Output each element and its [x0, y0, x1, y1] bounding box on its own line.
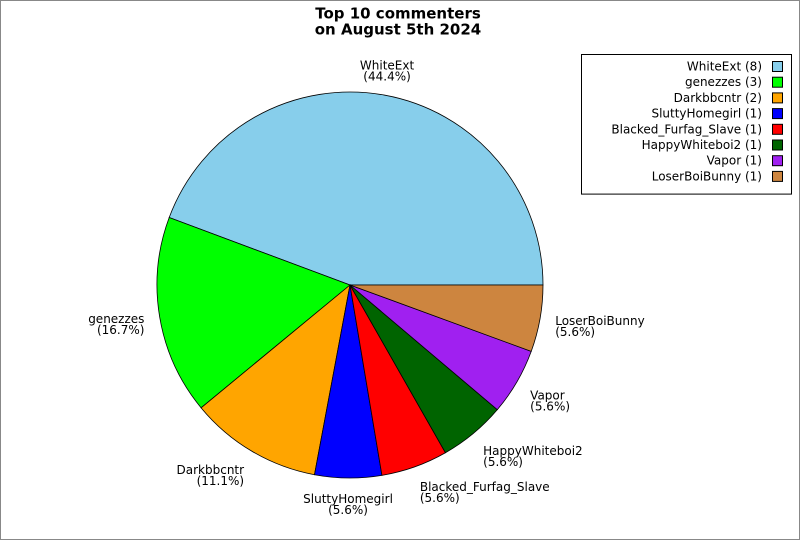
legend-swatch — [772, 155, 783, 167]
slice-label: Vapor — [530, 388, 565, 402]
pie-slice — [200, 283, 351, 476]
legend-label: SluttyHomegirl (1) — [651, 107, 762, 121]
slice-value-label: (5.6%) — [555, 325, 595, 339]
slice-value-label: (5.6%) — [483, 455, 523, 469]
legend-swatch — [772, 92, 783, 104]
slice-label: LoserBoiBunny — [555, 314, 644, 328]
slice-value-label: (5.6%) — [530, 399, 570, 413]
slice-value-label: (5.6%) — [420, 491, 460, 505]
slice-label: HappyWhiteboi2 — [483, 444, 583, 458]
slice-label: Darkbbcntr — [177, 463, 245, 477]
legend-label: Darkbbcntr (2) — [674, 91, 762, 105]
chart-title: on August 5th 2024 — [315, 21, 482, 39]
legend-label: LoserBoiBunny (1) — [652, 169, 762, 183]
legend-swatch — [772, 61, 783, 72]
slice-value-label: (5.6%) — [328, 503, 368, 517]
legend-box — [581, 54, 792, 195]
slice-value-label: (11.1%) — [197, 474, 244, 488]
pie-slice — [156, 216, 351, 409]
legend-swatch — [772, 170, 783, 182]
legend-label: Vapor (1) — [707, 154, 762, 168]
legend-label: WhiteExt (8) — [687, 60, 762, 74]
slice-label: genezzes — [88, 312, 144, 326]
legend-swatch — [772, 139, 783, 151]
legend-label: Blacked_Furfag_Slave (1) — [611, 122, 762, 136]
slice-label: Blacked_Furfag_Slave — [420, 480, 550, 494]
slice-value-label: (16.7%) — [97, 323, 144, 337]
pie-slice — [168, 91, 544, 286]
legend-swatch — [772, 123, 783, 135]
legend-swatch — [772, 108, 783, 120]
legend-swatch — [772, 76, 783, 88]
slice-label: SluttyHomegirl — [303, 492, 393, 506]
legend-label: genezzes (3) — [685, 75, 762, 89]
slice-label: WhiteExt — [360, 58, 415, 72]
legend-label: HappyWhiteboi2 (1) — [642, 138, 762, 152]
slice-value-label: (44.4%) — [363, 69, 410, 83]
pie-slice — [349, 284, 544, 352]
chart-title: Top 10 commenters — [315, 5, 481, 23]
